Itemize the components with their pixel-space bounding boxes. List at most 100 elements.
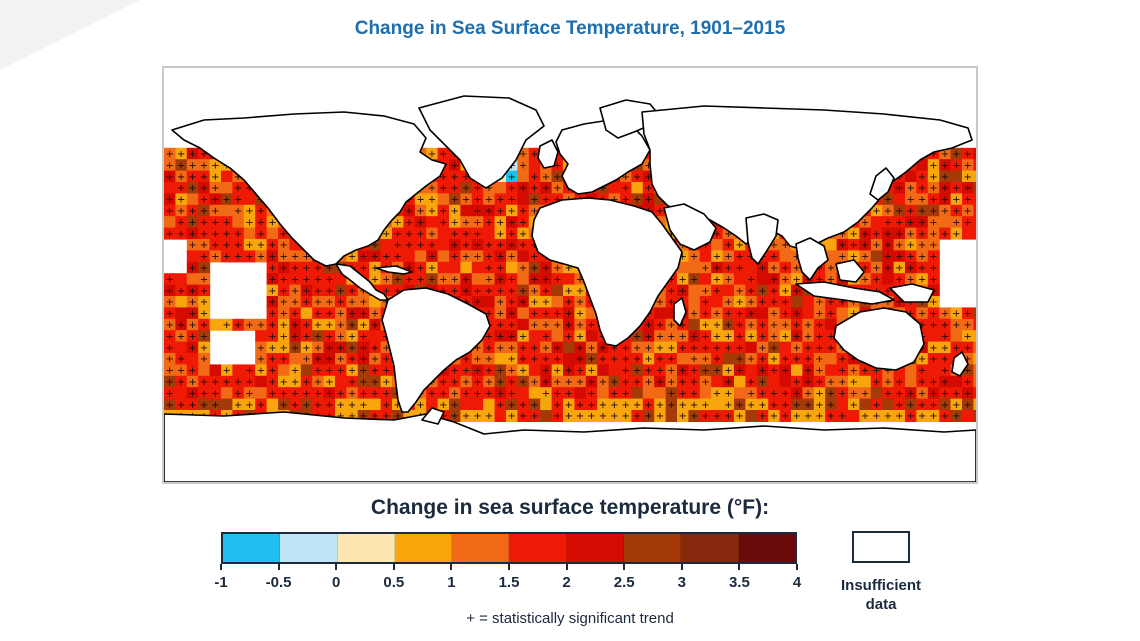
grid-cell [939, 318, 952, 331]
significance-marker: + [907, 240, 915, 251]
significance-marker: + [679, 400, 687, 411]
grid-cell [927, 318, 940, 331]
grid-cell [483, 261, 496, 274]
significance-marker: + [519, 229, 527, 240]
significance-marker: + [758, 320, 766, 331]
grid-cell [186, 239, 199, 251]
significance-marker: + [929, 172, 937, 183]
significance-marker: + [291, 331, 299, 342]
grid-cell [950, 159, 963, 172]
significance-marker: + [302, 274, 310, 285]
grid-cell [540, 170, 553, 183]
significance-marker: + [850, 400, 858, 411]
grid-cell [950, 227, 963, 240]
significance-marker: + [793, 274, 801, 285]
grid-cell [540, 273, 553, 286]
grid-cell [289, 318, 302, 331]
grid-cell [198, 250, 211, 263]
significance-marker: + [804, 274, 812, 285]
significance-marker: + [530, 354, 538, 365]
significance-marker: + [918, 411, 926, 422]
significance-marker: + [314, 366, 322, 377]
significance-marker: + [918, 183, 926, 194]
significance-marker: + [736, 286, 744, 297]
significance-marker: + [975, 320, 976, 331]
grid-cell [175, 284, 188, 297]
significance-marker: + [166, 377, 174, 388]
significance-marker: + [576, 309, 584, 320]
grid-cell [414, 204, 427, 217]
significance-marker: + [895, 183, 903, 194]
grid-cell [813, 307, 826, 320]
significance-marker: + [542, 195, 550, 206]
significance-marker: + [747, 377, 755, 388]
grid-cell [563, 307, 575, 320]
significance-marker: + [428, 274, 436, 285]
significance-marker: + [701, 411, 709, 422]
grid-cell [221, 398, 233, 411]
significance-marker: + [439, 217, 447, 228]
significance-marker: + [644, 183, 652, 194]
grid-cell [175, 341, 188, 354]
grid-cell [232, 193, 245, 206]
significance-marker: + [941, 343, 949, 354]
grid-cell [631, 170, 644, 183]
significance-marker: + [713, 388, 721, 399]
significance-marker: + [758, 377, 766, 388]
grid-cell [950, 307, 963, 320]
grid-cell [198, 216, 211, 229]
grid-cell [266, 318, 279, 331]
grid-cell [859, 398, 872, 411]
grid-cell [962, 318, 974, 331]
grid-cell [768, 296, 781, 308]
grid-cell [597, 387, 610, 400]
grid-cell [677, 353, 689, 365]
grid-cell [905, 193, 917, 206]
grid-cell [198, 318, 211, 331]
significance-marker: + [473, 366, 481, 377]
significance-marker: + [553, 366, 561, 377]
grid-cell [870, 239, 883, 251]
significance-marker: + [496, 206, 504, 217]
grid-cell [437, 193, 450, 206]
grid-cell [893, 182, 906, 194]
grid-cell [528, 307, 541, 320]
grid-cell [198, 239, 211, 251]
significance-marker: + [291, 377, 299, 388]
grid-cell [711, 307, 724, 320]
significance-marker: + [884, 388, 892, 399]
significance-marker: + [485, 309, 493, 320]
significance-marker: + [975, 366, 976, 377]
grid-cell [517, 307, 530, 320]
significance-marker: + [462, 183, 470, 194]
significance-marker: + [200, 388, 208, 399]
significance-marker: + [622, 183, 630, 194]
grid-cell [927, 250, 940, 263]
grid-cell [289, 330, 302, 343]
significance-marker: + [565, 263, 573, 274]
grid-cell [164, 170, 176, 183]
significance-marker: + [177, 286, 185, 297]
significance-marker: + [451, 388, 459, 399]
significance-marker: + [485, 354, 493, 365]
grid-cell [779, 261, 792, 274]
grid-cell [506, 318, 518, 331]
significance-marker: + [952, 388, 960, 399]
significance-marker: + [952, 343, 960, 354]
grid-cell [460, 227, 473, 240]
grid-cell [734, 307, 746, 320]
grid-cell [540, 307, 553, 320]
grid-cell [209, 239, 222, 251]
significance-marker: + [473, 252, 481, 263]
significance-marker: + [964, 309, 972, 320]
grid-cell [779, 296, 792, 308]
grid-cell [654, 204, 667, 217]
grid-cell [460, 398, 473, 411]
significance-marker: + [462, 411, 470, 422]
grid-cell [312, 284, 325, 297]
grid-cell [711, 330, 724, 343]
grid-cell [232, 364, 245, 377]
grid-cell [449, 227, 461, 240]
significance-marker: + [508, 400, 516, 411]
grid-cell [506, 239, 518, 251]
